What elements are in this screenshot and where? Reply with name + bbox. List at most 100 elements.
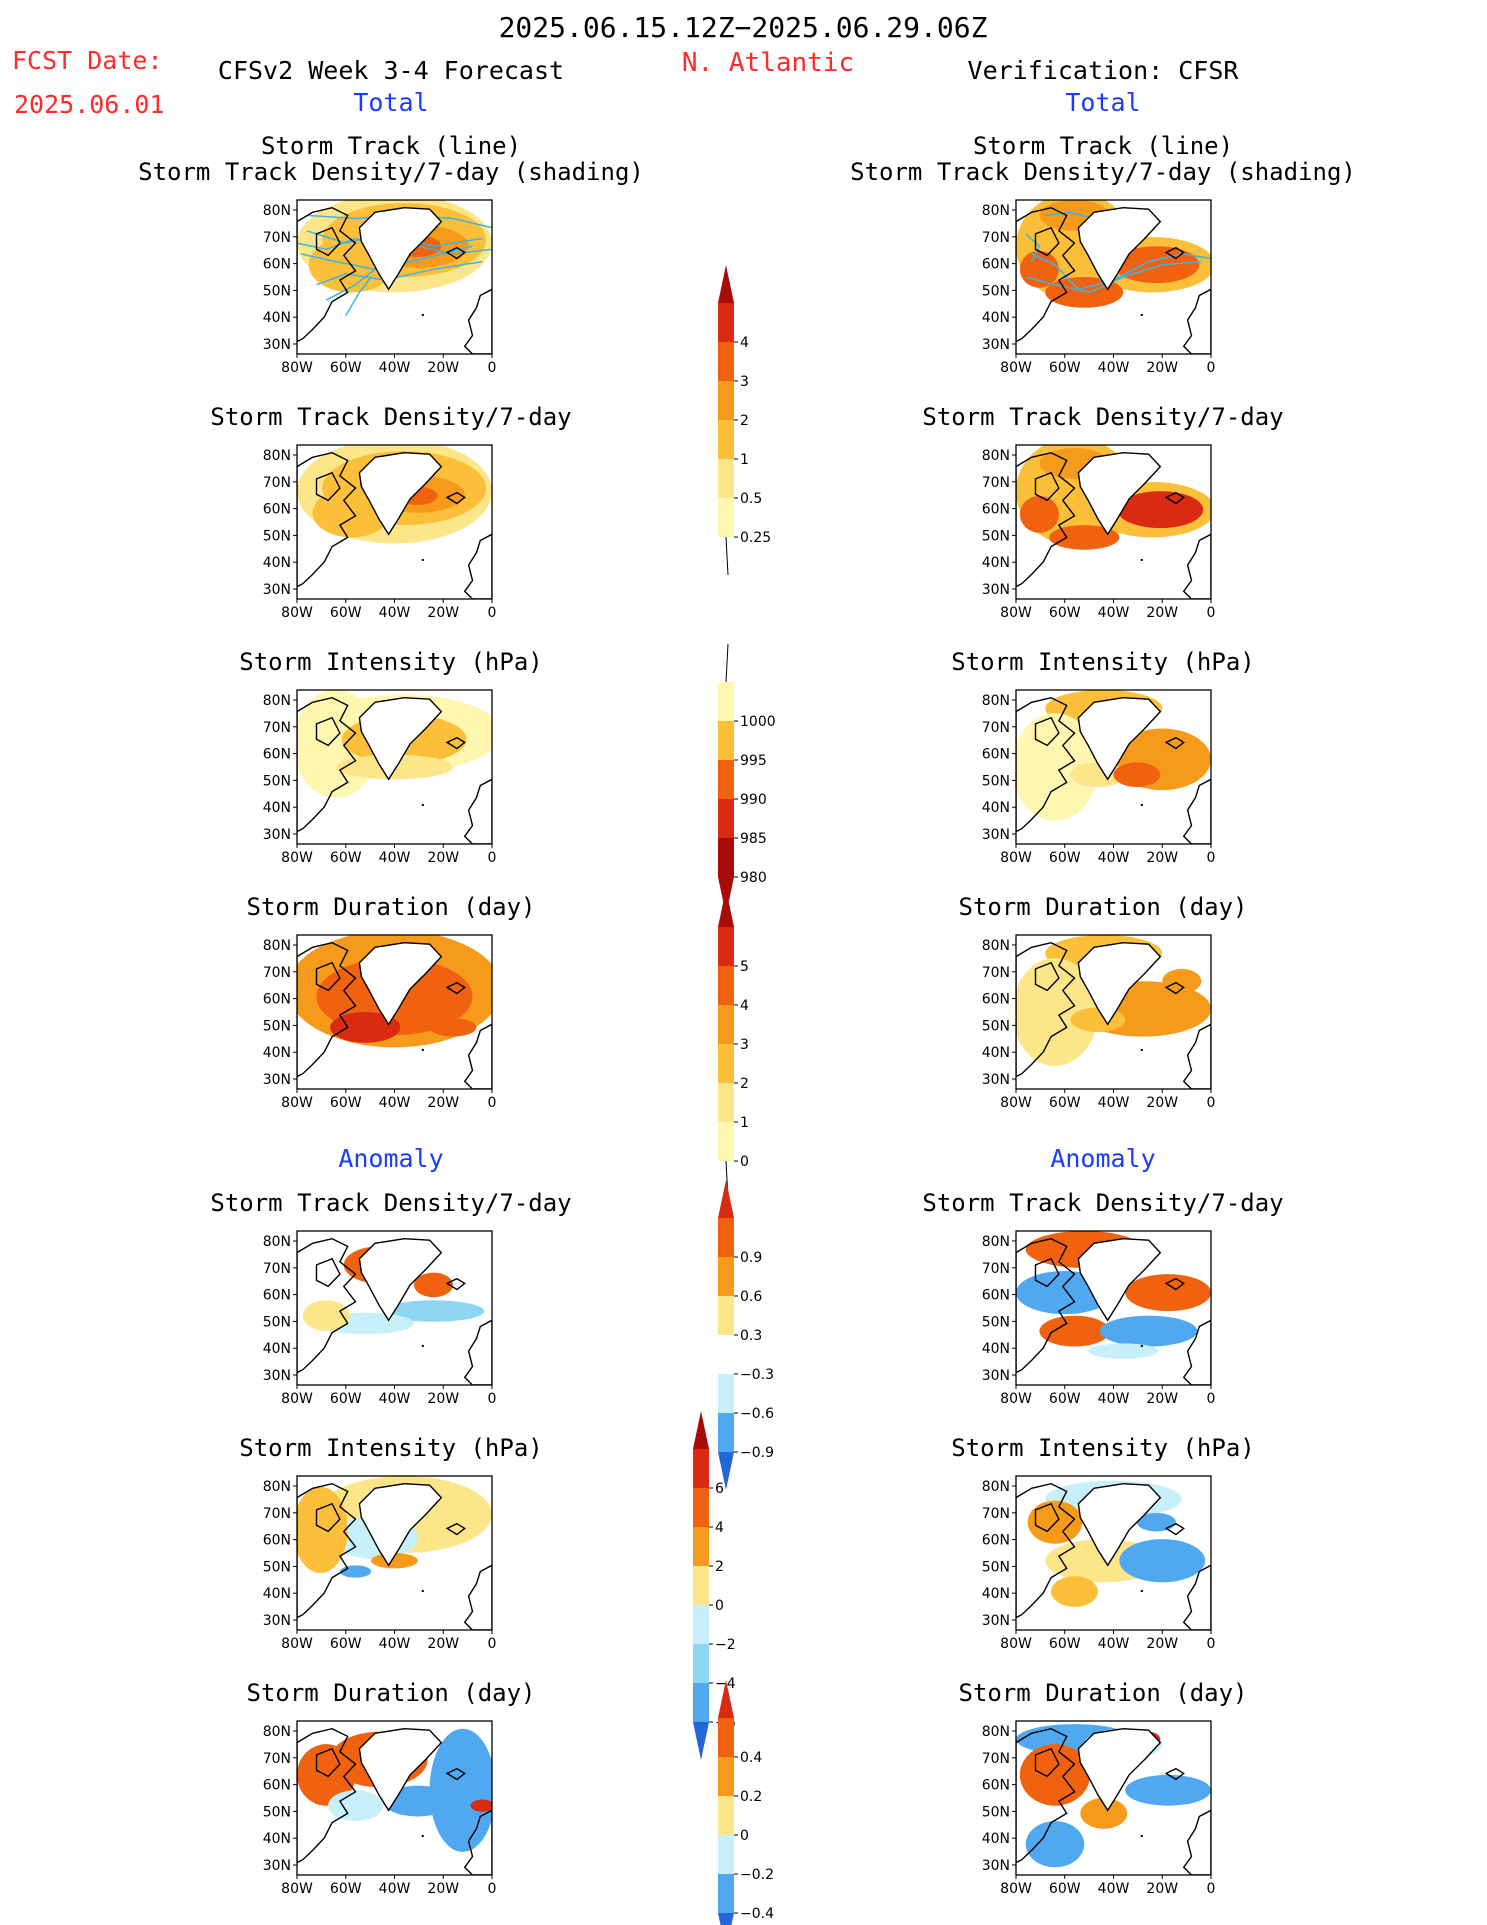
lat-tick-label: 50N [263, 1804, 291, 1820]
lon-tick-label: 80W [281, 850, 313, 866]
anomaly-label-left: Anomaly [338, 1144, 444, 1173]
lon-tick-label: 20W [1146, 1881, 1178, 1897]
lat-tick-label: 50N [982, 528, 1010, 544]
lon-tick-label: 40W [379, 1881, 411, 1897]
lon-tick-label: 60W [1049, 605, 1081, 621]
lat-tick-label: 60N [982, 992, 1010, 1008]
lat-tick-label: 80N [982, 693, 1010, 709]
panel-title-track-line-left: Storm Track (line) [260, 132, 522, 160]
lat-tick-label: 30N [982, 1072, 1010, 1088]
lon-tick-label: 20W [1146, 1636, 1178, 1652]
lat-tick-label: 40N [263, 1831, 291, 1847]
lon-tick-label: 80W [1000, 605, 1032, 621]
lat-tick-label: 30N [263, 827, 291, 843]
lat-tick-label: 80N [982, 448, 1010, 464]
verification-title: Verification: CFSR [967, 56, 1239, 85]
lat-tick-label: 50N [263, 1314, 291, 1330]
lat-tick-label: 60N [263, 747, 291, 763]
storm-track-line [1045, 211, 1095, 220]
lat-tick-label: 40N [982, 800, 1010, 816]
lon-tick-label: 20W [1146, 605, 1178, 621]
lat-tick-label: 60N [982, 1533, 1010, 1549]
panel-title-density-anom-right: Storm Track Density/7-day [922, 1189, 1284, 1217]
model-title: CFSv2 Week 3-4 Forecast [217, 56, 565, 85]
lat-tick-label: 50N [263, 1559, 291, 1575]
lon-tick-label: 80W [281, 360, 313, 376]
map-panel-duration-left: 80N 70N 60N 50N 40N 30N 80W 60W 40W 20W 0 [263, 934, 497, 1111]
lat-tick-label: 50N [982, 1559, 1010, 1575]
lon-tick-label: 20W [427, 1881, 459, 1897]
panel-title-duration-anom-left: Storm Duration (day) [246, 1679, 536, 1707]
lat-tick-label: 40N [263, 800, 291, 816]
colorbar-label: 985 [740, 831, 767, 847]
colorbar-label: −2 [715, 1637, 736, 1653]
colorbar-label: −0.3 [740, 1367, 774, 1383]
lon-tick-label: 0 [488, 605, 497, 621]
storm-track-line [1025, 233, 1041, 262]
lon-tick-label: 0 [488, 1636, 497, 1652]
lon-tick-label: 20W [1146, 360, 1178, 376]
lat-tick-label: 70N [263, 720, 291, 736]
colorbar-label: 0.5 [740, 491, 762, 507]
lat-tick-label: 80N [263, 693, 291, 709]
lat-tick-label: 80N [263, 1724, 291, 1740]
map-panel-duration-right: 80N 70N 60N 50N 40N 30N 80W 60W 40W 20W 0 [982, 934, 1215, 1111]
lon-tick-label: 0 [488, 1095, 497, 1111]
fcst-date-label: FCST Date: [12, 46, 163, 75]
colorbar-label: 0.2 [740, 1789, 762, 1805]
lon-tick-label: 40W [1098, 850, 1130, 866]
colorbar-label: 3 [740, 1037, 749, 1053]
lat-tick-label: 40N [263, 555, 291, 571]
colorbar-label: 0 [740, 1154, 749, 1170]
lat-tick-label: 30N [263, 1368, 291, 1384]
lat-tick-label: 70N [263, 1506, 291, 1522]
lat-tick-label: 70N [982, 1506, 1010, 1522]
colorbar-label: 995 [740, 753, 767, 769]
map-panel-density-anom-left: 80N 70N 60N 50N 40N 30N 80W 60W 40W 20W 0 [263, 1230, 496, 1407]
map-panel-intensity-anom-left: 80N 70N 60N 50N 40N 30N 80W 60W 40W 20W 0 [263, 1475, 497, 1652]
lat-tick-label: 40N [982, 555, 1010, 571]
lat-tick-label: 50N [263, 283, 291, 299]
lat-tick-label: 30N [982, 337, 1010, 353]
colorbar-label: −0.6 [740, 1406, 774, 1422]
lat-tick-label: 60N [263, 257, 291, 273]
lat-tick-label: 30N [982, 1613, 1010, 1629]
lon-tick-label: 80W [281, 1881, 313, 1897]
lon-tick-label: 0 [1207, 360, 1216, 376]
lat-tick-label: 80N [263, 1234, 291, 1250]
lat-tick-label: 30N [263, 1858, 291, 1874]
lon-tick-label: 60W [1049, 850, 1081, 866]
panel-title-intensity-anom-right: Storm Intensity (hPa) [951, 1434, 1255, 1462]
map-panel-density-right: 80N 70N 60N 50N 40N 30N 80W 60W 40W 20W 0 [982, 444, 1215, 621]
lat-tick-label: 70N [263, 965, 291, 981]
panel-title-track-shading-left: Storm Track Density/7-day (shading) [138, 158, 644, 186]
colorbar-density-anom: 0.9 0.6 0.3 −0.3 −0.6 −0.9 [718, 1180, 774, 1490]
colorbar-label: 0.4 [740, 1750, 762, 1766]
lat-tick-label: 50N [982, 1314, 1010, 1330]
lon-tick-label: 60W [330, 605, 362, 621]
anomaly-label-right: Anomaly [1050, 1144, 1156, 1173]
lat-tick-label: 70N [263, 230, 291, 246]
lat-tick-label: 80N [263, 448, 291, 464]
colorbar-label: 0 [715, 1598, 724, 1614]
lat-tick-label: 50N [263, 528, 291, 544]
lon-tick-label: 80W [281, 605, 313, 621]
lat-tick-label: 80N [982, 1234, 1010, 1250]
lat-tick-label: 30N [982, 827, 1010, 843]
map-panel-density-left: 80N 70N 60N 50N 40N 30N 80W 60W 40W 20W 0 [263, 444, 497, 621]
lon-tick-label: 80W [281, 1636, 313, 1652]
lat-tick-label: 40N [982, 1831, 1010, 1847]
lon-tick-label: 0 [1207, 1636, 1216, 1652]
region-title: N. Atlantic [681, 48, 855, 78]
lon-tick-label: 20W [1146, 1391, 1178, 1407]
lon-tick-label: 20W [1146, 850, 1178, 866]
lat-tick-label: 80N [982, 1724, 1010, 1740]
total-label-left: Total [353, 88, 429, 117]
map-panel-density-anom-right: 80N 70N 60N 50N 40N 30N 80W 60W 40W 20W 0 [982, 1230, 1215, 1407]
lat-tick-label: 70N [982, 1261, 1010, 1277]
lat-tick-label: 50N [263, 1018, 291, 1034]
lat-tick-label: 50N [982, 283, 1010, 299]
lon-tick-label: 80W [1000, 850, 1032, 866]
panel-title-density-anom-left: Storm Track Density/7-day [210, 1189, 572, 1217]
lon-tick-label: 80W [1000, 1095, 1032, 1111]
